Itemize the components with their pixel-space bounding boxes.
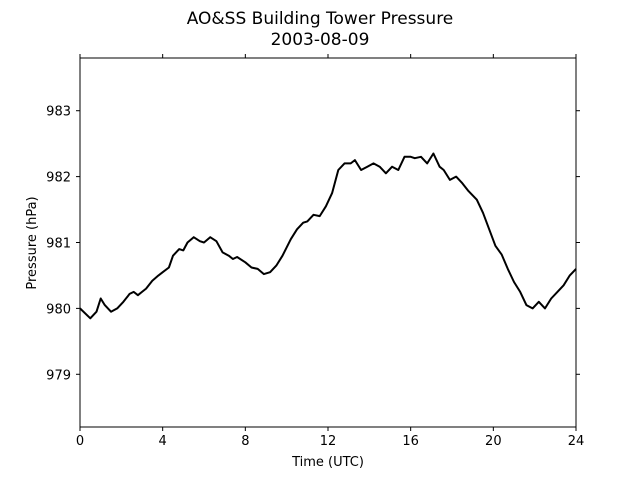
x-tick-label: 24 bbox=[568, 434, 585, 449]
y-tick-label: 981 bbox=[46, 237, 71, 252]
x-tick-label: 4 bbox=[159, 434, 167, 449]
y-tick-label: 979 bbox=[46, 368, 71, 383]
plot-frame bbox=[79, 57, 577, 428]
x-tick-label: 16 bbox=[402, 434, 419, 449]
chart-title: AO&SS Building Tower Pressure bbox=[187, 9, 454, 29]
x-tick-label: 12 bbox=[320, 434, 337, 449]
y-tick-label: 980 bbox=[46, 302, 71, 317]
y-axis-label: Pressure (hPa) bbox=[25, 196, 40, 289]
y-tick-label: 982 bbox=[46, 171, 71, 186]
series-line-0 bbox=[79, 152, 577, 320]
x-tick-label: 20 bbox=[485, 434, 502, 449]
y-tick-label: 983 bbox=[46, 105, 71, 120]
x-tick-label: 8 bbox=[241, 434, 249, 449]
x-axis-label: Time (UTC) bbox=[291, 455, 364, 470]
chart-subtitle: 2003-08-09 bbox=[271, 30, 370, 50]
plot-area: 0 4 8 12 16 20 24 979 980 981 982 983 bbox=[46, 54, 584, 449]
x-tick-label: 0 bbox=[76, 434, 84, 449]
